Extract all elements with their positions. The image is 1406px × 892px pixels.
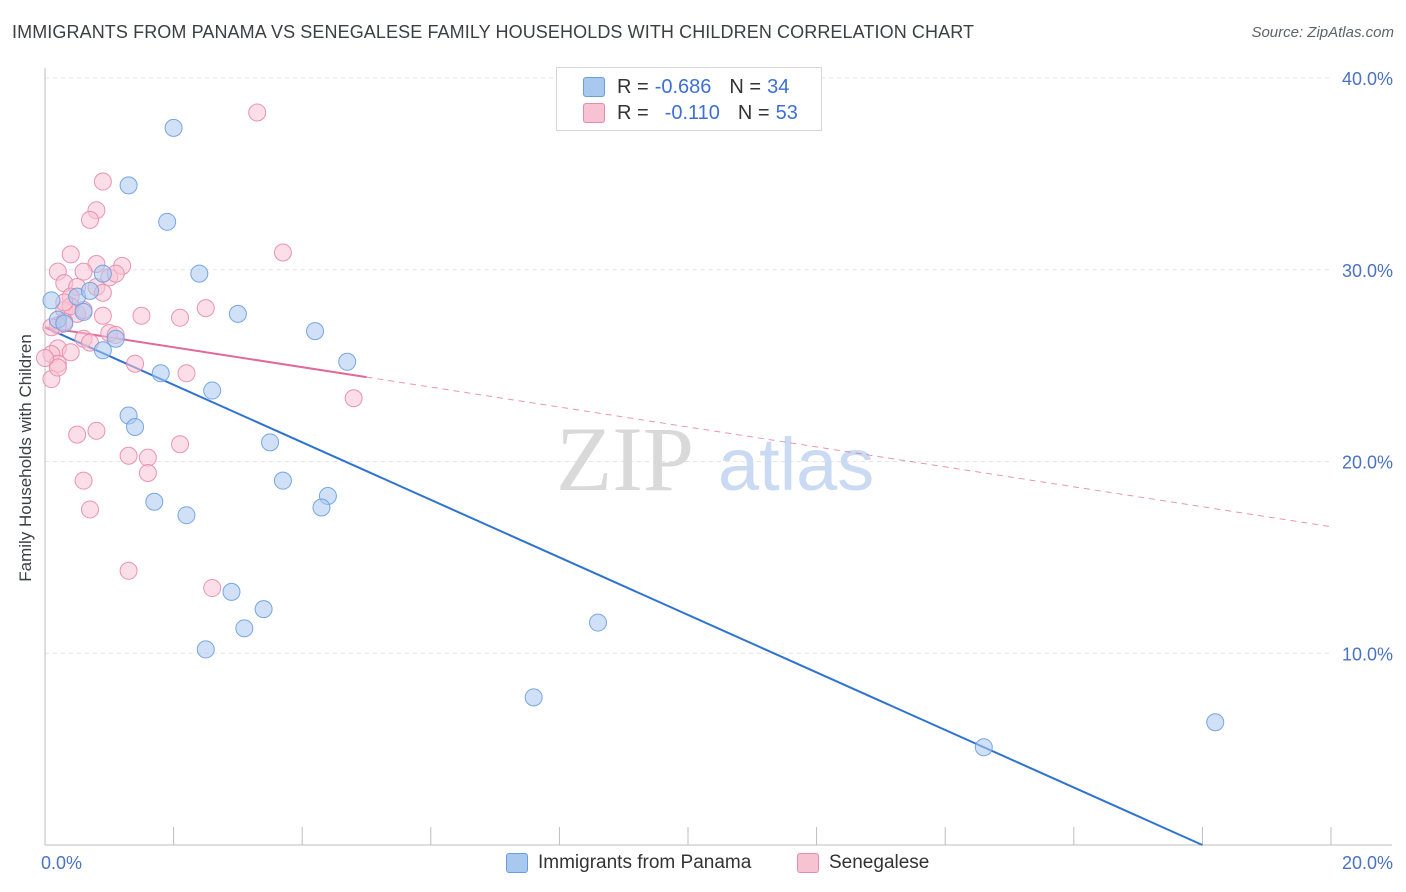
point-panama [588,613,607,632]
point-senegalese [132,306,151,325]
y-tick-label: 40.0% [1342,69,1393,89]
point-panama [338,352,357,371]
y-tick-label: 20.0% [1342,453,1393,473]
point-panama [126,417,145,436]
gridlines [45,77,1331,654]
point-senegalese [248,103,267,122]
point-senegalese [68,425,87,444]
point-panama [974,738,993,757]
legend-swatch-senegalese [583,103,605,123]
watermark-zip: ZIP [556,408,694,510]
point-panama [254,600,273,619]
legend-r-label: R = [617,101,649,124]
point-panama [196,640,215,659]
legend-r-value: -0.110 [664,101,720,124]
legend-row-senegalese: R = -0.110 N = 53 [583,101,798,125]
point-panama [119,176,138,195]
chart-title: IMMIGRANTS FROM PANAMA VS SENEGALESE FAM… [12,22,975,42]
point-senegalese [203,579,222,598]
legend-r-label: R = [617,75,649,98]
point-senegalese [196,299,215,318]
point-panama [74,302,93,321]
series-legend: Immigrants from Panama Senegalese [0,852,1406,878]
point-senegalese [93,306,112,325]
axes [44,68,1392,846]
point-panama [1206,713,1225,732]
point-senegalese [138,448,157,467]
point-panama [312,498,331,517]
point-panama [106,329,125,348]
series-legend-label-senegalese: Senegalese [829,852,930,873]
point-panama [235,619,254,638]
legend-n-value: 53 [775,101,798,124]
point-panama [81,281,100,300]
point-panama [177,506,196,525]
series-legend-label-panama: Immigrants from Panama [538,852,752,873]
point-panama [222,582,241,601]
point-panama [273,471,292,490]
point-senegalese [74,471,93,490]
legend-r-value: -0.686 [654,75,712,98]
x-tick-label: 0.0% [41,853,82,873]
point-panama [151,364,170,383]
point-panama [203,381,222,400]
trend-line-senegalese-extension [366,376,1332,528]
legend-row-panama: R = -0.686 N = 34 [583,75,789,99]
point-panama [190,264,209,283]
point-senegalese [126,354,145,373]
trend-line-senegalese [44,326,367,379]
point-panama [55,314,74,333]
point-senegalese [48,358,67,377]
tick-labels: 10.0% 20.0% 30.0% 40.0% 0.0% 20.0% [41,69,1393,873]
point-senegalese [87,421,106,440]
point-panama [228,304,247,323]
point-senegalese [177,364,196,383]
point-panama [93,264,112,283]
series-legend-panama[interactable]: Immigrants from Panama [506,852,751,874]
point-panama [306,322,325,341]
point-senegalese [61,343,80,362]
point-senegalese [273,243,292,262]
point-panama [93,341,112,360]
point-senegalese [61,245,80,264]
point-panama [164,118,183,137]
legend-n-label: N = [729,75,762,98]
legend-n-value: 34 [767,75,790,98]
source-label: Source: ZipAtlas.com [1251,24,1394,41]
data-points [36,103,1225,757]
watermark: ZIP atlas [556,408,874,510]
series-legend-swatch-senegalese [797,853,819,873]
watermark-atlas: atlas [718,423,874,506]
point-senegalese [74,262,93,281]
point-senegalese [119,561,138,580]
point-senegalese [81,210,100,229]
point-senegalese [119,446,138,465]
point-panama [42,291,61,310]
point-senegalese [171,308,190,327]
point-senegalese [93,172,112,191]
point-senegalese [36,348,54,367]
trend-lines [44,326,1332,846]
series-legend-senegalese[interactable]: Senegalese [797,852,929,874]
point-senegalese [138,464,157,483]
point-panama [261,433,280,452]
point-senegalese [171,435,190,454]
legend-n-label: N = [737,101,770,124]
point-senegalese [81,500,100,519]
point-panama [158,212,177,231]
series-legend-swatch-panama [506,853,528,873]
point-panama [524,688,543,707]
trend-line-panama [44,326,1203,846]
legend-swatch-panama [583,77,605,97]
point-panama [145,492,164,511]
y-tick-label: 10.0% [1342,644,1393,664]
y-tick-label: 30.0% [1342,261,1393,281]
x-tick-label: 20.0% [1342,853,1393,873]
stats-legend: R = -0.686 N = 34 R = -0.110 N = 53 [556,67,822,131]
point-senegalese [344,389,363,408]
